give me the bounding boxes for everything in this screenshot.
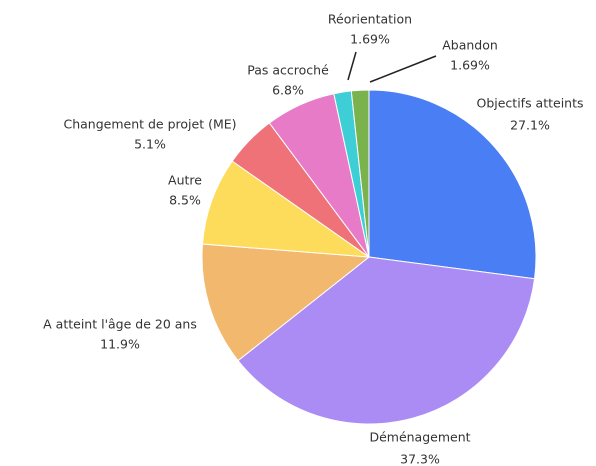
slice-value-label: 6.8% [272,83,304,98]
leader-line [369,55,437,83]
slice-label: Abandon [442,38,498,53]
slice-value-label: 1.69% [350,32,390,47]
pie-slice [201,243,371,362]
slice-value-label: 11.9% [100,337,140,352]
slice-label: Pas accroché [247,63,329,78]
slice-label: A atteint l'âge de 20 ans [43,317,197,332]
slice-value-label: 5.1% [134,137,166,152]
slice-label: Déménagement [369,430,470,445]
slice-value-label: 37.3% [400,452,440,466]
pie-slice [237,256,536,425]
leader-line [347,51,357,81]
slice-label: Réorientation [328,12,412,27]
slice-value-label: 8.5% [169,193,201,208]
pie-slice [368,89,537,280]
pie-slice [350,89,370,258]
slice-label: Autre [168,173,202,188]
pie-slice [201,160,371,258]
slice-value-label: 27.1% [510,118,550,133]
slice-label: Objectifs atteints [476,96,583,111]
slice-label: Changement de projet (ME) [63,117,236,132]
slice-value-label: 1.69% [450,58,490,73]
